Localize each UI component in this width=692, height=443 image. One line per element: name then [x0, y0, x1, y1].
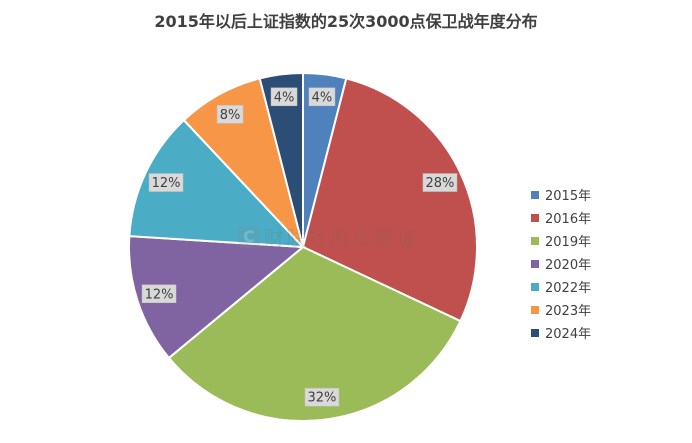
data-label-2016年: 28% — [422, 173, 458, 192]
legend-item-2023年: 2023年 — [531, 298, 591, 321]
svg-text:32%: 32% — [308, 391, 337, 406]
data-label-2022年: 12% — [148, 173, 184, 192]
data-label-2020年: 12% — [141, 284, 177, 304]
svg-text:4%: 4% — [274, 90, 295, 105]
pie-slice-2016年 — [301, 77, 478, 323]
legend-label: 2024年 — [545, 327, 592, 342]
chart-legend: 2015年 2016年 2019年 2020年 2022年 2023年 2024年 — [531, 183, 591, 344]
pie-slice-2019年 — [167, 245, 462, 422]
svg-text:12%: 12% — [152, 176, 181, 191]
legend-label: 2023年 — [545, 304, 592, 319]
legend-label: 2019年 — [545, 235, 592, 250]
data-label-2023年: 8% — [216, 105, 244, 124]
legend-label: 2016年 — [545, 212, 592, 227]
legend-swatch — [531, 282, 539, 291]
legend-item-2024年: 2024年 — [531, 321, 591, 344]
pie-slice-2020年 — [128, 235, 306, 360]
legend-swatch — [531, 236, 539, 245]
svg-text:8%: 8% — [220, 108, 241, 123]
watermark: C 财联社股市频道 — [238, 222, 418, 251]
data-label-2015年: 4% — [308, 87, 336, 107]
svg-text:4%: 4% — [312, 90, 333, 105]
legend-swatch — [531, 259, 539, 268]
legend-swatch — [531, 213, 539, 222]
legend-label: 2022年 — [545, 281, 592, 296]
legend-item-2022年: 2022年 — [531, 275, 591, 298]
legend-label: 2015年 — [545, 189, 592, 204]
pie-slice-2022年 — [128, 118, 306, 249]
legend-item-2020年: 2020年 — [531, 252, 591, 275]
svg-text:28%: 28% — [426, 176, 455, 191]
legend-swatch — [531, 190, 539, 199]
chart-title: 2015年以后上证指数的25次3000点保卫战年度分布 — [154, 12, 538, 31]
watermark-text: 财联社股市频道 — [264, 226, 418, 250]
data-label-2024年: 4% — [270, 87, 298, 107]
legend-label: 2020年 — [545, 258, 592, 273]
data-label-2019年: 32% — [304, 387, 340, 407]
legend-item-2019年: 2019年 — [531, 229, 591, 252]
svg-text:12%: 12% — [145, 287, 174, 302]
legend-item-2015年: 2015年 — [531, 183, 591, 206]
legend-item-2016年: 2016年 — [531, 206, 591, 229]
legend-swatch — [531, 328, 539, 337]
legend-swatch — [531, 305, 539, 314]
pie-slice-2024年 — [258, 71, 304, 248]
watermark-logo-icon: C — [238, 225, 260, 248]
